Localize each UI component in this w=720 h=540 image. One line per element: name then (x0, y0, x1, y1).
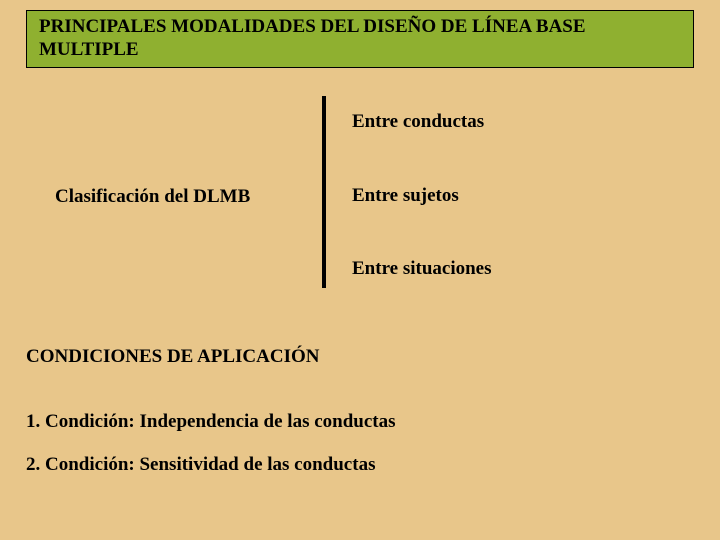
classification-item-3: Entre situaciones (352, 258, 492, 280)
conditions-heading: CONDICIONES DE APLICACIÓN (26, 346, 320, 368)
condition-1: 1. Condición: Independencia de las condu… (26, 411, 396, 433)
vertical-divider (322, 96, 326, 288)
page-title: PRINCIPALES MODALIDADES DEL DISEÑO DE LÍ… (39, 16, 681, 62)
classification-item-2: Entre sujetos (352, 185, 459, 207)
title-box: PRINCIPALES MODALIDADES DEL DISEÑO DE LÍ… (26, 10, 694, 68)
condition-2: 2. Condición: Sensitividad de las conduc… (26, 454, 375, 476)
classification-label: Clasificación del DLMB (55, 186, 250, 208)
classification-item-1: Entre conductas (352, 111, 484, 133)
